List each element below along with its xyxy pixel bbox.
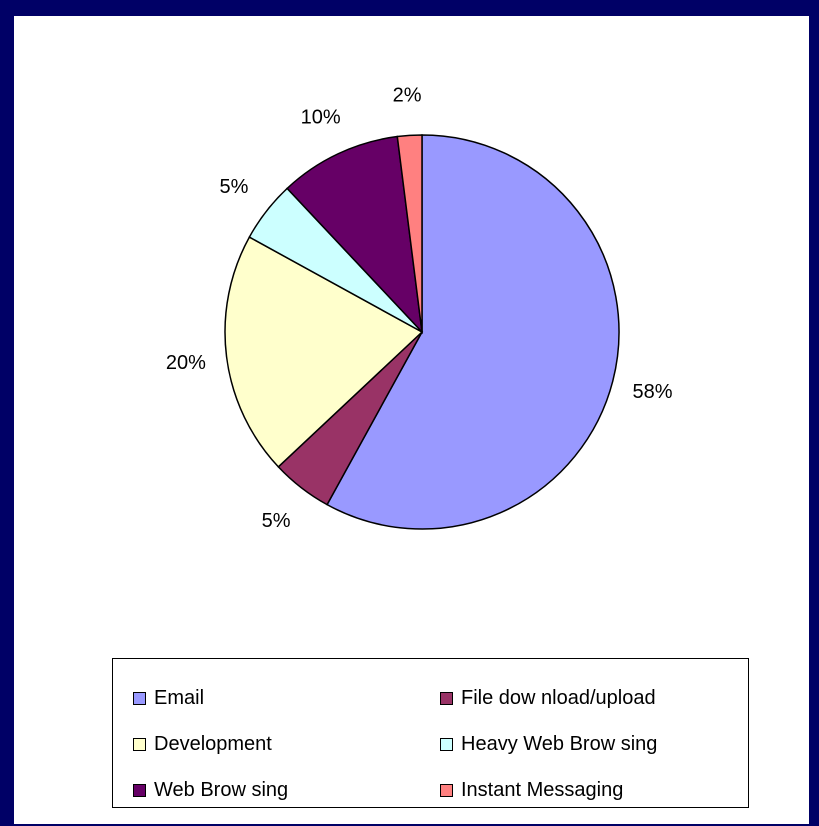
pie-slice-development (224, 236, 424, 468)
pie-chart: 58% 5% 20% 5% 10% 2% (166, 84, 673, 532)
legend-swatch (133, 784, 146, 797)
legend-item-web-browsing: Web Brow sing (133, 779, 288, 802)
legend-swatch (440, 784, 453, 797)
slice-value-label: 2% (393, 84, 422, 106)
slice-value-label: 20% (166, 352, 206, 374)
legend-swatch (440, 738, 453, 751)
pie-slice-instant-messaging (396, 134, 423, 333)
legend-label: Heavy Web Brow sing (461, 733, 658, 755)
legend-label: Email (154, 687, 205, 709)
legend-item-instant-messaging: Instant Messaging (440, 779, 623, 802)
legend-item-heavy-web-browsing: Heavy Web Brow sing (440, 733, 657, 756)
chart-panel: 58% 5% 20% 5% 10% 2% Email File dow nload/upl… (14, 16, 809, 824)
legend-item-file-download-upload: File dow nload/upload (440, 687, 656, 710)
legend-label: Web Brow sing (154, 779, 289, 801)
legend: Email File dow nload/upload Development … (112, 658, 749, 808)
legend-swatch (133, 692, 146, 705)
slice-value-label: 10% (301, 107, 341, 129)
legend-label: Development (154, 733, 272, 755)
legend-label: Instant Messaging (461, 779, 624, 801)
legend-item-development: Development (133, 733, 272, 756)
slice-value-label: 5% (219, 176, 248, 198)
pie-slice-email (326, 134, 620, 530)
legend-label: File dow nload/upload (461, 687, 656, 709)
legend-swatch (440, 692, 453, 705)
pie-slice-web-brow-sing (286, 135, 424, 335)
slice-value-label: 58% (633, 381, 673, 403)
legend-item-email: Email (133, 687, 204, 710)
legend-swatch (133, 738, 146, 751)
slice-value-label: 5% (262, 510, 291, 532)
